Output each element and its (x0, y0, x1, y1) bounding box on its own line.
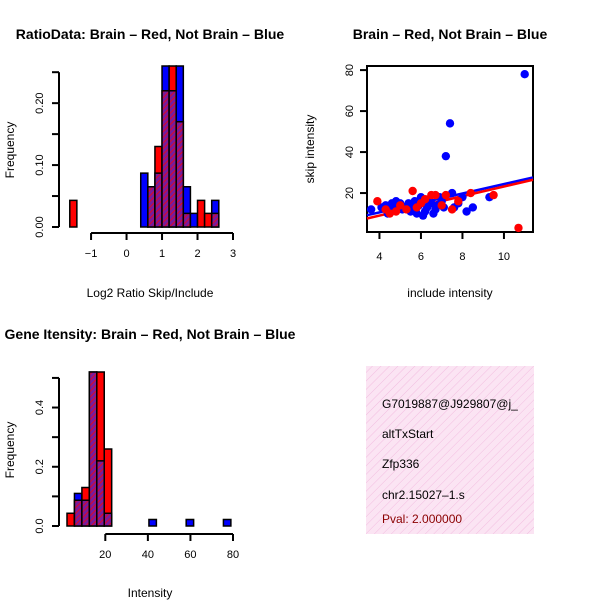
ratio-histogram-bar (69, 199, 78, 228)
gene-intensity-overlap-bar (73, 499, 83, 527)
ratio-histogram-overlap-bar (182, 212, 192, 228)
gene-intensity-axes: 0.0 0.2 0.4 20 40 60 80 (34, 376, 239, 561)
ratio-histogram-x-tick-label: 0 (123, 248, 129, 260)
scatter-point-brain (447, 205, 457, 214)
ratio-histogram-x-tick-label: 1 (159, 248, 165, 260)
scatter-point-not-brain (441, 151, 451, 161)
scatter-x-tick-label: 6 (418, 251, 424, 263)
info-event-type: altTxStart (382, 427, 434, 441)
ratio-histogram-overlap-bar (210, 212, 220, 228)
scatter-x-tick-label: 4 (376, 251, 382, 263)
gene-intensity-bar (222, 518, 232, 527)
gene-intensity-bar (185, 518, 195, 527)
scatter-y-tick-label: 40 (344, 146, 356, 158)
scatter-x-tick-label: 10 (498, 251, 510, 263)
scatter-point-not-brain (520, 69, 529, 79)
scatter-point-not-brain (462, 207, 471, 216)
gene-intensity-x-tick-label: 40 (142, 549, 154, 561)
scatter-point-brain (402, 205, 411, 214)
ratio-histogram-overlap-bar (168, 90, 177, 228)
scatter-frame (366, 65, 534, 233)
gene-intensity-bars (66, 371, 232, 527)
gene-intensity-overlap-bar (88, 371, 98, 527)
scatter-ylabel: skip intensity (303, 115, 317, 184)
ratio-histogram-overlap-bar (175, 120, 185, 228)
scatter-point-brain (431, 190, 440, 200)
scatter-y-tick-label: 80 (344, 64, 356, 76)
gene-intensity-xlabel: Intensity (128, 586, 173, 600)
scatter-x-tick-label: 8 (459, 251, 465, 263)
scatter-xlabel: include intensity (407, 286, 492, 300)
gene-intensity-y-tick-label: 0.0 (34, 518, 46, 533)
ratio-histogram-bar (203, 212, 213, 228)
ratio-histogram-xlabel: Log2 Ratio Skip/Include (87, 286, 214, 300)
scatter-points (366, 69, 529, 233)
info-location: chr2.15027–1.s (382, 488, 465, 502)
scatter-point-not-brain (468, 203, 478, 212)
info-pval: Pval: 2.000000 (382, 512, 462, 526)
ratio-histogram-bar (189, 212, 199, 228)
info-panel-background (366, 366, 534, 534)
scatter-point-brain (373, 197, 382, 206)
scatter-title: Brain – Red, Not Brain – Blue (353, 26, 548, 42)
ratio-histogram-overlap-bar (147, 186, 156, 228)
scatter-axes: 4 6 8 10 20 40 60 80 (344, 64, 510, 263)
scatter-y-tick-label: 60 (344, 105, 356, 117)
scatter-point-brain (514, 223, 523, 233)
ratio-histogram-y-tick-label: 0.20 (34, 92, 46, 113)
ratio-histogram-ylabel: Frequency (3, 122, 17, 179)
ratio-histogram-bar (196, 199, 206, 228)
gene-intensity-x-tick-label: 60 (184, 549, 196, 561)
scatter-point-not-brain (445, 119, 455, 128)
gene-intensity-y-tick-label: 0.2 (34, 459, 46, 474)
ratio-histogram-panel: RatioData: Brain – Red, Not Brain – Blue… (3, 26, 284, 300)
ratio-histogram-overlap-bar (154, 172, 163, 228)
scatter-point-brain (420, 195, 430, 204)
scatter-point-brain (489, 190, 498, 200)
ratio-histogram-y-tick-label: 0.10 (34, 154, 46, 175)
gene-intensity-y-tick-label: 0.4 (34, 400, 46, 415)
ratio-histogram-x-tick-label: −1 (85, 248, 98, 260)
gene-intensity-overlap-bar (103, 512, 113, 527)
info-gene-name: Zfp336 (382, 457, 420, 471)
gene-intensity-x-tick-label: 20 (99, 549, 111, 561)
ratio-histogram-bar (139, 172, 149, 228)
ratio-histogram-axes: 0.00 0.10 0.20 −1 0 1 2 3 (34, 71, 236, 260)
scatter-point-brain (454, 197, 463, 206)
info-panel: G7019887@J929807@j_ altTxStart Zfp336 ch… (366, 366, 534, 534)
scatter-panel: Brain – Red, Not Brain – Blue 4 6 8 10 20 40 6… (303, 26, 547, 300)
ratio-histogram-title: RatioData: Brain – Red, Not Brain – Blue (16, 26, 285, 42)
scatter-point-brain (396, 201, 405, 210)
gene-intensity-overlap-bar (96, 460, 105, 527)
ratio-histogram-x-tick-label: 2 (194, 248, 200, 260)
scatter-point-brain (408, 186, 417, 196)
ratio-histogram-x-tick-label: 3 (230, 248, 236, 260)
ratio-histogram-bars (69, 65, 220, 228)
ratio-histogram-y-tick-label: 0.00 (34, 216, 46, 237)
ratio-histogram-overlap-bar (161, 90, 170, 228)
gene-intensity-title: Gene Itensity: Brain – Red, Not Brain – … (5, 326, 296, 342)
scatter-point-brain (441, 190, 451, 200)
scatter-point-brain (391, 207, 401, 216)
gene-intensity-bar (66, 512, 76, 527)
info-event-id: G7019887@J929807@j_ (382, 397, 518, 411)
scatter-point-brain (437, 201, 446, 210)
gene-intensity-ylabel: Frequency (3, 422, 17, 479)
scatter-point-brain (466, 188, 475, 198)
scatter-y-tick-label: 20 (344, 187, 356, 199)
scatter-point-not-brain (366, 205, 376, 214)
gene-intensity-x-tick-label: 80 (227, 549, 239, 561)
gene-intensity-overlap-bar (81, 499, 91, 527)
gene-intensity-bar (148, 518, 158, 527)
gene-intensity-panel: Gene Itensity: Brain – Red, Not Brain – … (3, 326, 296, 600)
